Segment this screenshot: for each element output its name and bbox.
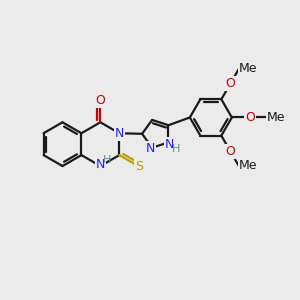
Text: N: N — [165, 138, 175, 151]
Text: Me: Me — [267, 111, 285, 124]
Text: O: O — [245, 111, 255, 124]
Text: S: S — [135, 160, 143, 173]
Text: O: O — [225, 77, 235, 90]
Text: Me: Me — [239, 160, 257, 172]
Text: O: O — [225, 145, 235, 158]
Text: Me: Me — [239, 62, 257, 76]
Text: O: O — [95, 94, 105, 107]
Text: N: N — [96, 158, 105, 171]
Text: H: H — [103, 155, 111, 165]
Text: N: N — [146, 142, 155, 155]
Text: N: N — [115, 127, 124, 140]
Text: H: H — [172, 144, 180, 154]
